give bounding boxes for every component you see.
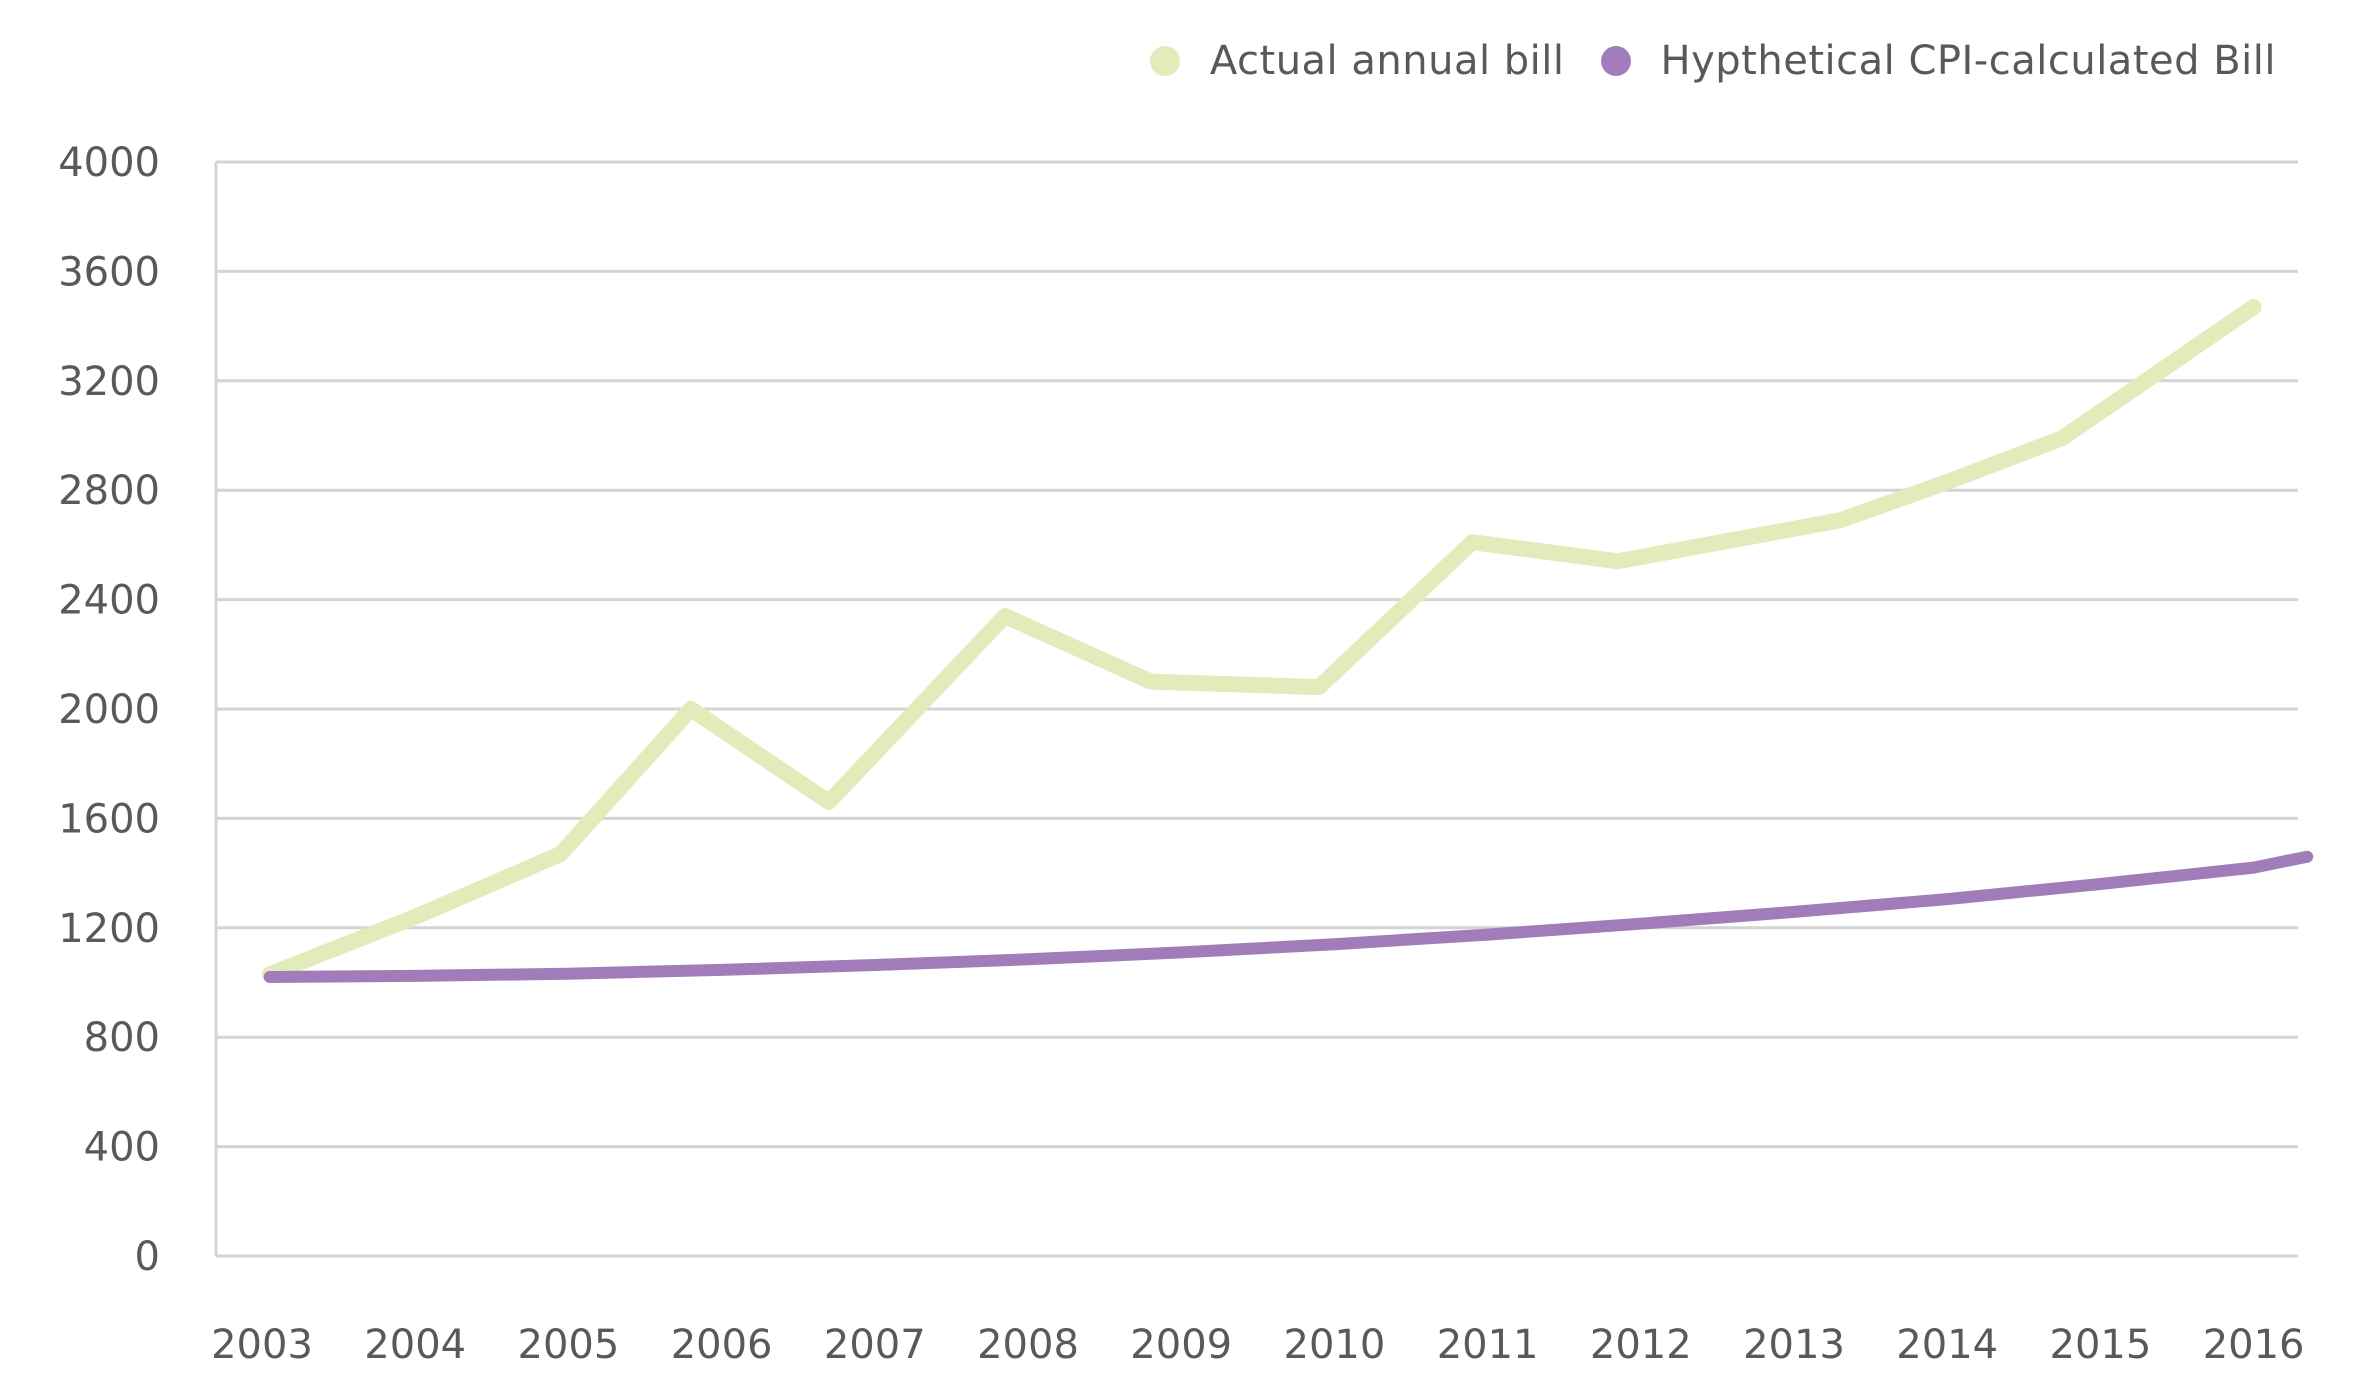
x-axis-ticks: 2003 2004 2005 2006 2007 2008 2009 2010 2011 2012…: [211, 1322, 2304, 1368]
y-tick-label: 1200: [58, 906, 160, 952]
x-tick-label: 2005: [518, 1322, 620, 1368]
x-tick-label: 2016: [2203, 1322, 2305, 1368]
chart-legend: Actual annual bill Hypthetical CPI-calcu…: [1114, 38, 2276, 84]
y-tick-label: 1600: [58, 796, 160, 842]
x-tick-label: 2014: [1896, 1322, 1998, 1368]
y-tick-label: 400: [84, 1125, 160, 1171]
x-tick-label: 2010: [1284, 1322, 1386, 1368]
y-tick-label: 4000: [58, 140, 160, 186]
y-tick-label: 3200: [58, 359, 160, 405]
y-tick-label: 2000: [58, 687, 160, 733]
y-tick-label: 3600: [58, 249, 160, 295]
y-tick-label: 800: [84, 1015, 160, 1061]
legend-swatch-actual: [1149, 46, 1180, 76]
series-line-0: [261, 299, 2262, 983]
x-tick-label: 2013: [1743, 1322, 1845, 1368]
x-tick-label: 2003: [211, 1322, 313, 1368]
x-tick-label: 2012: [1590, 1322, 1692, 1368]
grid-lines: [214, 160, 2298, 1258]
series-lines: [261, 299, 2314, 983]
x-tick-label: 2007: [824, 1322, 926, 1368]
y-tick-label: 2400: [58, 578, 160, 624]
y-axis-ticks: 0 400 800 1200 1600 2000 2400 2800 3200 3600 4000: [58, 140, 160, 1280]
x-tick-label: 2008: [977, 1322, 1079, 1368]
legend-label-actual: Actual annual bill: [1209, 38, 1565, 84]
legend-item-actual: Actual annual bill: [1149, 38, 1565, 84]
x-tick-label: 2011: [1437, 1322, 1539, 1368]
legend-swatch-cpi: [1600, 46, 1631, 76]
x-tick-label: 2015: [2050, 1322, 2152, 1368]
x-tick-label: 2004: [364, 1322, 466, 1368]
series-line-1: [263, 850, 2314, 983]
y-tick-label: 2800: [58, 468, 160, 514]
x-tick-label: 2009: [1130, 1322, 1232, 1368]
legend-item-cpi: Hypthetical CPI-calculated Bill: [1600, 38, 2276, 84]
legend-label-cpi: Hypthetical CPI-calculated Bill: [1660, 38, 2276, 84]
x-tick-label: 2006: [671, 1322, 773, 1368]
y-tick-label: 0: [135, 1234, 160, 1280]
